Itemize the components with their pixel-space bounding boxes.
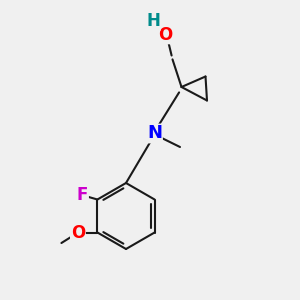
Text: O: O (158, 26, 172, 44)
Text: F: F (77, 186, 88, 204)
Text: N: N (147, 124, 162, 142)
Text: H: H (146, 12, 160, 30)
Text: O: O (71, 224, 85, 242)
